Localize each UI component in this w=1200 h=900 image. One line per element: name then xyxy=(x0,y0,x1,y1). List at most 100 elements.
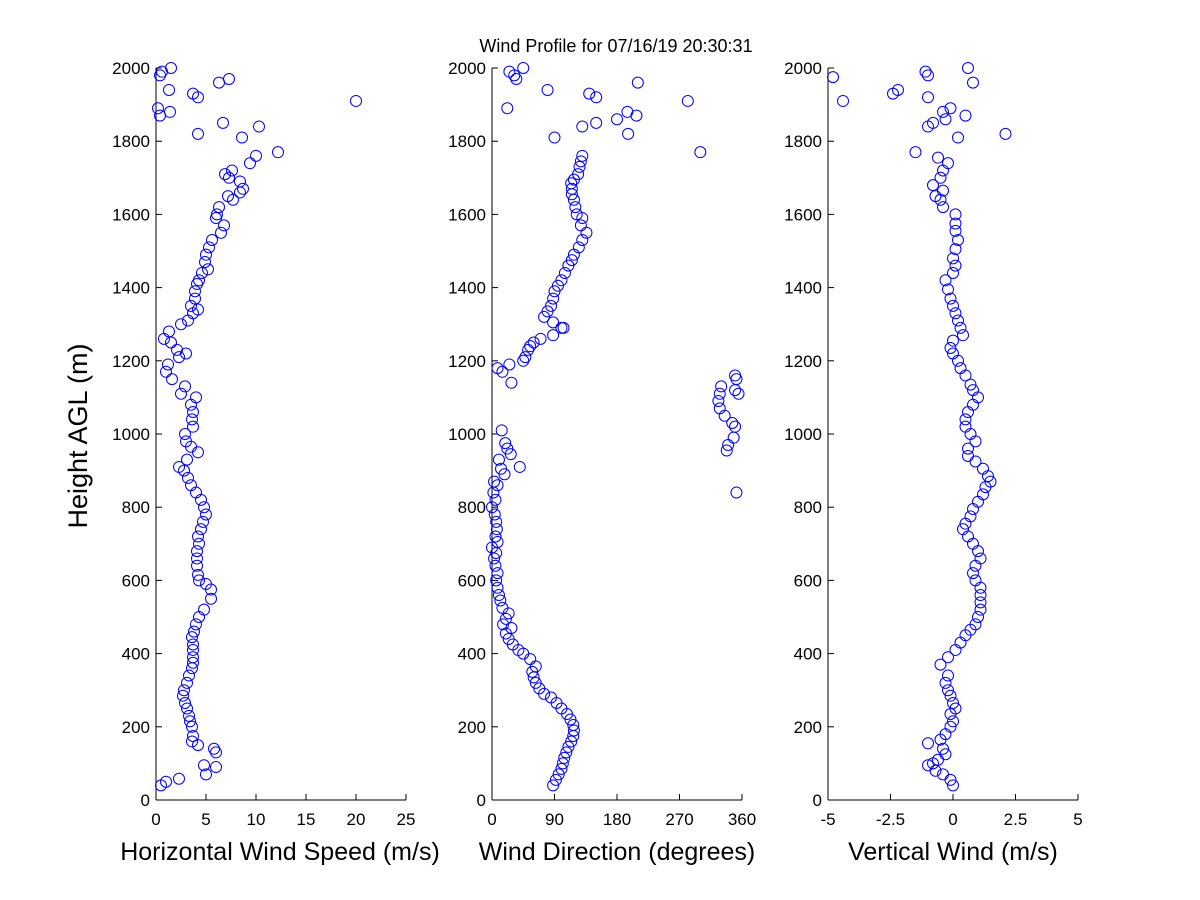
vertical-y-tick-label: 1000 xyxy=(784,425,822,444)
direction-data-point xyxy=(576,234,589,247)
direction-data-point xyxy=(491,362,504,375)
direction-data-point xyxy=(527,336,540,349)
direction-data-point xyxy=(505,621,518,634)
vertical-data-point xyxy=(977,462,989,475)
direction-x-tick-label: 0 xyxy=(487,810,496,829)
speed-data-point xyxy=(191,545,203,558)
direction-data-point xyxy=(630,109,643,122)
direction-x-tick-label: 270 xyxy=(665,810,693,829)
speed-data-point xyxy=(193,537,205,550)
direction-data-point xyxy=(549,773,562,786)
vertical-data-point xyxy=(969,618,982,631)
vertical-data-point xyxy=(922,69,934,82)
direction-data-point xyxy=(555,274,568,287)
direction-data-point xyxy=(524,340,537,353)
speed-data-point xyxy=(175,387,187,400)
vertical-data-point xyxy=(954,321,967,334)
direction-data-point xyxy=(560,746,573,759)
vertical-data-point xyxy=(957,329,969,342)
direction-x-axis-label: Wind Direction (degrees) xyxy=(479,838,756,866)
direction-data-point xyxy=(558,266,571,279)
speed-data-point xyxy=(237,182,249,195)
speed-data-point xyxy=(162,358,174,371)
vertical-data-point xyxy=(949,702,962,715)
speed-y-tick-label: 2000 xyxy=(112,59,150,78)
direction-y-tick-label: 1600 xyxy=(448,205,486,224)
vertical-y-tick-label: 0 xyxy=(813,791,822,810)
direction-data-point xyxy=(499,437,512,450)
vertical-data-point xyxy=(944,689,957,702)
direction-data-point xyxy=(552,768,565,781)
vertical-data-point xyxy=(962,62,974,74)
speed-data-point xyxy=(179,380,191,393)
direction-data-point xyxy=(570,208,583,221)
speed-data-point xyxy=(197,515,209,528)
vertical-data-point xyxy=(934,658,947,671)
direction-data-point xyxy=(548,131,561,144)
speed-data-point xyxy=(181,676,193,689)
vertical-data-point xyxy=(927,116,939,129)
vertical-data-point xyxy=(984,475,997,488)
vertical-data-point xyxy=(962,449,974,462)
speed-data-point xyxy=(350,94,362,107)
vertical-data-point xyxy=(922,759,934,772)
direction-data-point xyxy=(492,453,505,466)
speed-data-point xyxy=(192,739,204,752)
direction-data-point xyxy=(590,91,603,104)
speed-y-tick-label: 0 xyxy=(141,791,150,810)
horizontal-wind-speed-panel: 0 200 400 600 800 1000 1200 1400 1600 1800 2000 0 5 1… xyxy=(112,59,440,866)
speed-data-point xyxy=(152,102,164,115)
direction-data-point xyxy=(569,201,582,214)
speed-data-point xyxy=(202,263,214,276)
direction-data-point xyxy=(713,387,726,400)
vertical-data-point xyxy=(959,420,972,433)
y-axis-label: Height AGL (m) xyxy=(63,343,93,528)
direction-data-point xyxy=(489,530,502,543)
direction-data-point xyxy=(562,740,575,753)
direction-data-point xyxy=(556,757,569,770)
direction-data-point xyxy=(496,601,509,614)
vertical-x-tick-label: 5 xyxy=(1073,810,1082,829)
vertical-data-point xyxy=(967,76,979,89)
vertical-data-point xyxy=(942,684,954,697)
vertical-data-point xyxy=(949,217,962,230)
direction-data-point xyxy=(730,486,743,499)
direction-data-point xyxy=(726,417,739,430)
speed-data-point xyxy=(203,241,215,254)
vertical-y-tick-label: 800 xyxy=(794,498,822,517)
speed-data-point xyxy=(236,131,248,144)
vertical-data-point xyxy=(954,362,967,375)
vertical-data-point xyxy=(944,292,957,305)
chart-title: Wind Profile for 07/16/19 20:30:31 xyxy=(479,36,752,56)
speed-data-point xyxy=(200,248,212,261)
vertical-data-point xyxy=(942,669,954,682)
speed-data-point xyxy=(188,625,200,638)
direction-data-point xyxy=(490,574,503,587)
speed-data-point xyxy=(218,219,230,232)
direction-data-point xyxy=(545,299,558,312)
speed-data-point xyxy=(154,109,166,122)
vertical-data-point xyxy=(942,651,954,664)
speed-data-point xyxy=(182,471,194,484)
vertical-data-point xyxy=(949,224,962,237)
vertical-x-tick-label: -2.5 xyxy=(876,810,905,829)
speed-data-point xyxy=(192,303,204,316)
direction-data-point xyxy=(491,479,504,492)
speed-data-point xyxy=(187,643,199,656)
direction-data-point xyxy=(547,292,560,305)
vertical-data-point xyxy=(827,71,839,84)
vertical-points xyxy=(827,62,1012,792)
speed-data-point xyxy=(186,413,198,426)
direction-data-point xyxy=(489,559,502,572)
wind-direction-panel: 0 200 400 600 800 1000 1200 1400 1600 1800 2000 0 90… xyxy=(448,59,756,866)
speed-data-point xyxy=(181,702,193,715)
vertical-x-tick-label: 2.5 xyxy=(1004,810,1028,829)
speed-y-tick-label: 1600 xyxy=(112,205,150,224)
vertical-data-point xyxy=(974,589,987,602)
speed-data-point xyxy=(199,255,211,268)
direction-data-point xyxy=(519,351,532,364)
vertical-data-point xyxy=(964,378,977,391)
speed-data-point xyxy=(198,501,210,514)
vertical-data-point xyxy=(949,307,962,320)
speed-data-point xyxy=(192,568,204,581)
